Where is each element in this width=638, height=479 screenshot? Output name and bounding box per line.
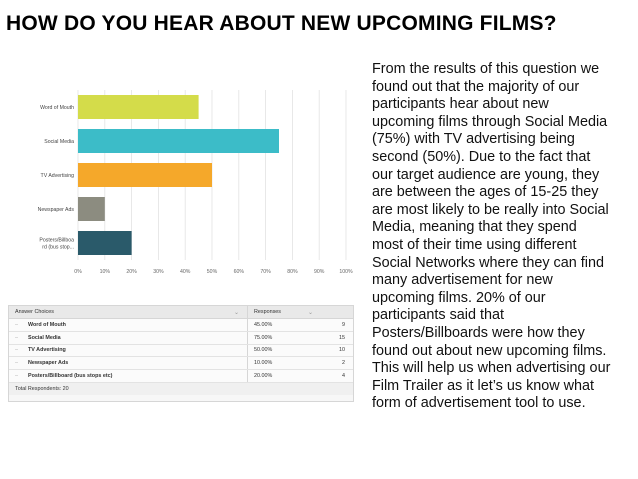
description-paragraph: From the results of this question we foun… [372,61,632,413]
category-label: Newspaper Ads [38,207,75,213]
paragraph-line: Film Trailer as it let’s us know what [372,377,595,394]
x-tick-label: 30% [153,269,164,275]
table-row: – Word of Mouth 45.00% 9 [9,319,353,332]
table-row: – Newspaper Ads 10.00% 2 [9,357,353,371]
answer-choice: TV Advertising [28,347,66,354]
answer-choice: Word of Mouth [28,321,66,328]
x-tick-label: 80% [287,269,298,275]
bar-chart: 0% 10% 20% 30% 40% 50% 60% 70% 80% 90% 100% Word of… [8,84,354,280]
response-count: 2 [342,360,345,367]
bar [78,231,132,255]
paragraph-line: This will help us when advertising our [372,360,611,377]
paragraph-line: upcoming films through Social Media [372,113,608,130]
paragraph-line: are between the ages of 15-25 they [372,184,599,201]
bar [78,95,199,119]
bar [78,197,105,221]
table-row: – Posters/Billboard (bus stops etc) 20.00%… [9,370,353,383]
sort-chevron-icon[interactable]: ⌄ [233,310,239,316]
response-percent: 75.00% [254,334,273,341]
responses-table: Answer Choices ⌄ Responses ⌄ – Word of Mo… [8,305,354,402]
table-row: – Social Media 75.00% 15 [9,331,353,345]
category-label: Posters/Billboa rd (bus stop... [39,238,74,251]
paragraph-line: upcoming films. 20% of our [372,289,546,306]
expand-icon[interactable]: – [15,334,18,341]
paragraph-line: many advertisement for new [372,272,553,289]
response-count: 10 [339,347,345,354]
paragraph-line: most of their time using different [372,236,577,253]
answer-choice: Newspaper Ads [28,360,69,367]
x-tick-label: 70% [260,269,271,275]
x-tick-label: 10% [100,269,111,275]
x-tick-label: 90% [314,269,325,275]
paragraph-line: are most likely to be really into Social [372,201,609,218]
answer-choice: Social Media [28,334,61,341]
paragraph-line: our target audience are young, they [372,166,600,183]
paragraph-line: form of advertisement tool to use. [372,395,586,412]
x-tick-label: 60% [234,269,245,275]
paragraph-line: Media, meaning that they spend [372,219,577,236]
x-tick-label: 50% [207,269,218,275]
bar-chart-svg: 0% 10% 20% 30% 40% 50% 60% 70% 80% 90% 100% Word of… [38,90,353,275]
x-tick-label: 0% [74,269,82,275]
bar [78,129,279,153]
paragraph-line: second (50%). Due to the fact that [372,148,591,165]
category-label: Word of Mouth [40,105,74,111]
expand-icon[interactable]: – [15,373,18,380]
table-rows: – Word of Mouth 45.00% 9 – Social Media 75.00%… [9,319,353,383]
response-percent: 10.00% [254,360,273,367]
expand-icon[interactable]: – [15,360,18,367]
x-tick-label: 100% [339,269,353,275]
expand-icon[interactable]: – [15,347,18,354]
category-label: TV Advertising [41,173,75,179]
x-tick-label: 20% [126,269,137,275]
header-responses: Responses [254,309,281,315]
table-row: – TV Advertising 50.00% 10 [9,344,353,358]
expand-icon[interactable]: – [15,321,18,328]
paragraph-line: Social Networks where they can find [372,254,604,271]
bar [78,163,212,187]
paragraph-line: Posters/Billboards were how they [372,324,585,341]
page-title: HOW DO YOU HEAR ABOUT NEW UPCOMING FILMS… [6,12,557,35]
sort-chevron-icon[interactable]: ⌄ [307,309,313,316]
total-respondents: Total Respondents: 20 [15,385,69,392]
table-footer: Total Respondents: 20 [9,382,353,395]
paragraph-line: participants said that [372,307,504,324]
response-count: 4 [342,373,345,380]
table-header: Answer Choices ⌄ Responses ⌄ [9,306,353,319]
response-percent: 50.00% [254,347,273,354]
answer-choice: Posters/Billboard (bus stops etc) [28,373,113,380]
paragraph-line: From the results of this question we [372,61,600,77]
category-label: Social Media [44,139,74,145]
paragraph-line: found out that the majority of our [372,78,580,95]
response-count: 9 [342,321,345,328]
paragraph-line: found out about new upcoming films. [372,342,607,359]
x-tick-label: 40% [180,269,191,275]
response-percent: 45.00% [254,321,273,328]
response-percent: 20.00% [254,373,273,380]
response-count: 15 [339,334,345,341]
paragraph-line: participants hear about new [372,96,549,113]
header-answer-choices: Answer Choices [15,309,54,315]
paragraph-line: (75%) with TV advertising being [372,131,575,148]
